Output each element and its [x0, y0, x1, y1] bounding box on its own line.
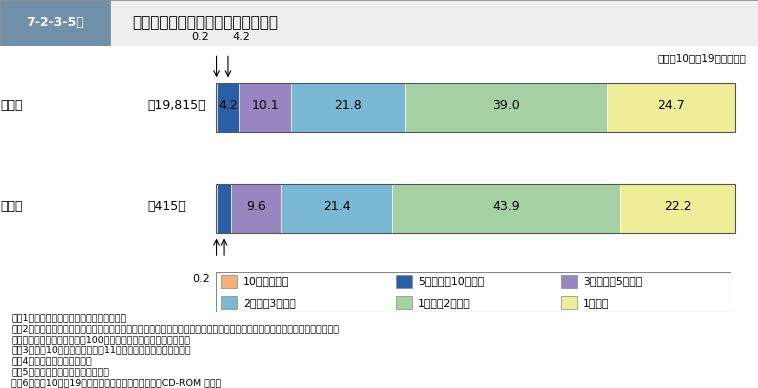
Text: 4.2: 4.2 [233, 32, 251, 42]
Text: 39.0: 39.0 [492, 99, 520, 112]
Text: （19,815）: （19,815） [148, 99, 206, 112]
Text: 21.8: 21.8 [334, 99, 362, 112]
Bar [221, 296, 236, 309]
Bar [396, 275, 412, 288]
Text: 1年以上2年未満: 1年以上2年未満 [418, 298, 471, 308]
Text: 高齢者: 高齢者 [0, 200, 23, 213]
Bar [607, 83, 735, 132]
Text: 5　（　）内は，実人員である。: 5 （ ）内は，実人員である。 [11, 367, 109, 376]
Bar [620, 184, 735, 233]
Bar [110, 0, 758, 46]
Text: 2年以上3年以下: 2年以上3年以下 [243, 298, 296, 308]
Bar [405, 83, 607, 132]
Bar [396, 296, 412, 309]
Bar [216, 184, 735, 233]
Text: 4.2: 4.2 [218, 99, 238, 112]
Bar [562, 275, 577, 288]
Text: 3　平成10年は行為時年齢，11年以降は終局時年齢による。: 3 平成10年は行為時年齢，11年以降は終局時年齢による。 [11, 346, 191, 355]
Bar [231, 184, 281, 233]
Text: 43.9: 43.9 [492, 200, 520, 213]
Text: （平成10年～19年の累計）: （平成10年～19年の累計） [658, 53, 747, 63]
Bar [216, 184, 217, 233]
Bar [217, 83, 239, 132]
Text: 0.2: 0.2 [193, 274, 210, 284]
Text: 9.6: 9.6 [246, 200, 266, 213]
Bar [239, 83, 291, 132]
Text: 2　地方裁判所において，有期懲役刑（刑の執行を猶予された者を除く。）を言い渡された者のうち，上段は総人員を，下: 2 地方裁判所において，有期懲役刑（刑の執行を猶予された者を除く。）を言い渡され… [11, 324, 340, 333]
Bar [217, 184, 231, 233]
Text: 21.4: 21.4 [323, 200, 350, 213]
Text: 3年を超え5年以下: 3年を超え5年以下 [583, 276, 642, 286]
Text: 6　平成10年～19年の各年のデータについては，CD-ROM 参照。: 6 平成10年～19年の各年のデータについては，CD-ROM 参照。 [11, 378, 222, 387]
Bar [562, 296, 577, 309]
Text: 10年を超える: 10年を超える [243, 276, 290, 286]
Text: （415）: （415） [148, 200, 186, 213]
Bar [291, 83, 405, 132]
Text: 22.2: 22.2 [664, 200, 691, 213]
Text: 2.7: 2.7 [229, 274, 246, 284]
Text: 段は高齢者の人員を100とする科刑内容別構成比である。: 段は高齢者の人員を100とする科刑内容別構成比である。 [11, 335, 190, 344]
Text: 10.1: 10.1 [251, 99, 279, 112]
Bar [216, 83, 217, 132]
Bar [216, 83, 735, 132]
Bar [281, 184, 392, 233]
Text: 0.2: 0.2 [191, 32, 208, 42]
Text: 24.7: 24.7 [657, 99, 685, 112]
Text: 注　1　最高裁判所事務総局の資料による。: 注 1 最高裁判所事務総局の資料による。 [11, 313, 127, 322]
Text: 総　数: 総 数 [0, 99, 23, 112]
Bar [0, 0, 110, 46]
Text: 5年を超え10年以下: 5年を超え10年以下 [418, 276, 484, 286]
Bar [221, 275, 236, 288]
Text: 地方裁判所における傷害の科刑状況: 地方裁判所における傷害の科刑状況 [133, 16, 279, 30]
Text: 7-2-3-5図: 7-2-3-5図 [26, 16, 84, 29]
Bar [392, 184, 620, 233]
Text: 1年未満: 1年未満 [583, 298, 609, 308]
Text: 4　年齢不詳の者を除く。: 4 年齢不詳の者を除く。 [11, 357, 92, 365]
